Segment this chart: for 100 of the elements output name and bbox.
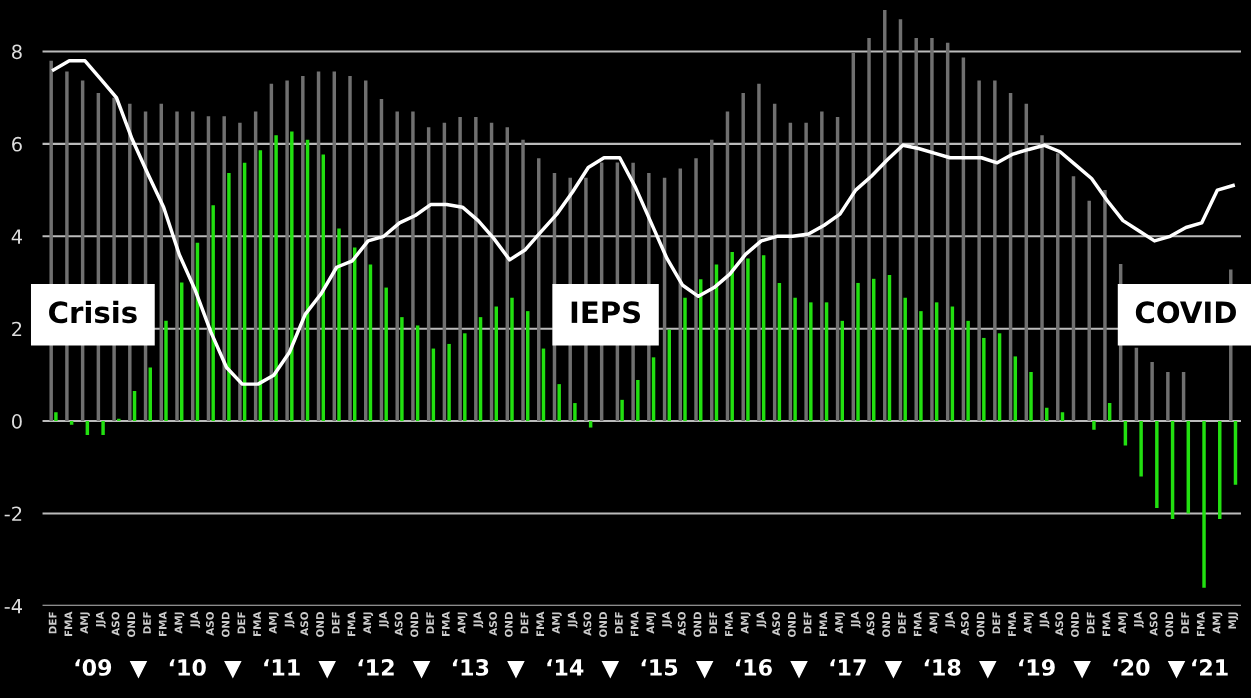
x-tick-label: DEF (237, 612, 246, 634)
x-tick-label: DEF (803, 612, 812, 634)
bar (348, 76, 352, 422)
x-tick-label: AMJ (174, 612, 185, 634)
text: ‘16 (736, 659, 772, 676)
line-series (51, 59, 1235, 386)
text: ‘15 (641, 659, 678, 676)
bar (54, 412, 58, 422)
bar (1155, 421, 1159, 508)
bar (1202, 421, 1206, 588)
x-tick-label: ASO (1055, 611, 1064, 636)
bar (238, 122, 242, 422)
x-tick-label: AMJ (740, 612, 751, 634)
bar (930, 38, 934, 422)
x-tick-label: OND (316, 611, 324, 638)
bar (820, 111, 824, 422)
x-tick-label: OND (882, 611, 891, 638)
bar (683, 297, 687, 422)
bar (458, 117, 462, 422)
bar (919, 311, 923, 422)
bar (395, 111, 399, 422)
bar (411, 111, 415, 422)
x-tick-label: FMA (819, 611, 828, 637)
bar (809, 302, 813, 422)
x-tick-label: ASO (960, 611, 969, 636)
x-tick-label: AMJ (1118, 612, 1128, 634)
bar (175, 111, 179, 422)
x-tick-label: FMA (630, 611, 639, 637)
bar (573, 403, 577, 422)
x-tick-label: ASO (489, 611, 497, 636)
annotation: Crisis (49, 300, 137, 324)
x-tick-label: ASO (111, 611, 120, 636)
bar (966, 320, 970, 422)
x-tick-label: ASO (583, 611, 592, 636)
x-tick-label: FMA (158, 611, 167, 637)
annotation: IEPS (571, 301, 641, 324)
y-tick-label: 8 (12, 44, 22, 60)
bar (903, 297, 907, 422)
x-tick-label: FMA (1008, 611, 1016, 637)
x-tick-label: FMA (1102, 611, 1111, 637)
bar (557, 384, 561, 422)
x-tick-label: FMA (536, 611, 544, 637)
bar (741, 93, 745, 422)
x-tick-label: ASO (677, 611, 686, 636)
x-tick-label: OND (693, 611, 702, 638)
bar (101, 421, 105, 435)
y-tick-label: -4 (4, 599, 22, 614)
bar (694, 158, 698, 422)
bar (285, 80, 289, 422)
bar (1103, 190, 1107, 422)
x-tick-label: AMJ (363, 612, 374, 634)
text: ‘10 (169, 659, 206, 676)
x-tick-label: DEF (1181, 612, 1189, 634)
bar (914, 38, 918, 422)
y-tick-label: -2 (4, 506, 22, 521)
bar (746, 258, 750, 422)
x-tick-label: AMJ (80, 612, 90, 634)
bar (1087, 200, 1091, 422)
y-tick-label: 6 (12, 136, 22, 152)
x-tick-label: AMJ (929, 612, 940, 634)
bar (620, 399, 624, 422)
bar (856, 282, 860, 422)
bar (400, 317, 404, 422)
bar (1166, 372, 1170, 422)
bar (474, 117, 478, 422)
text: ‘21 (1192, 659, 1228, 676)
bar (804, 122, 808, 422)
x-tick-label: FMA (442, 611, 450, 637)
x-tick-label: OND (1165, 611, 1174, 638)
x-tick-label: OND (599, 611, 608, 638)
bar (1060, 412, 1065, 422)
bar (274, 135, 278, 422)
bar (301, 76, 305, 422)
text: ‘11 (264, 659, 300, 676)
y-tick-label: 2 (12, 321, 22, 337)
x-tick-label: JJA (1134, 611, 1144, 628)
x-tick-label: ASO (1149, 611, 1158, 636)
bar (117, 418, 121, 422)
bar (730, 252, 734, 422)
x-tick-label: OND (127, 611, 136, 638)
x-tick-label: DEF (48, 612, 57, 634)
text: ‘19 (1019, 659, 1055, 676)
x-tick-label: AMJ (552, 612, 562, 634)
bar (1040, 135, 1044, 422)
bar (164, 320, 168, 422)
x-tick-label: ASO (866, 611, 875, 636)
bar (211, 205, 215, 422)
x-tick-label: ASO (205, 611, 214, 636)
x-tick-label: JJA (473, 611, 484, 628)
x-tick-label: DEF (1086, 612, 1095, 634)
bar (227, 173, 231, 422)
text: ‘13 (452, 659, 489, 676)
y-tick-label: 0 (12, 414, 22, 429)
x-tick-label: JJA (96, 611, 106, 628)
bar (447, 343, 451, 422)
bar (1139, 421, 1143, 477)
x-tick-label: DEF (520, 612, 529, 634)
bar (757, 83, 761, 422)
x-tick-label: JJA (1039, 611, 1050, 628)
x-tick-label: FMA (913, 611, 922, 637)
